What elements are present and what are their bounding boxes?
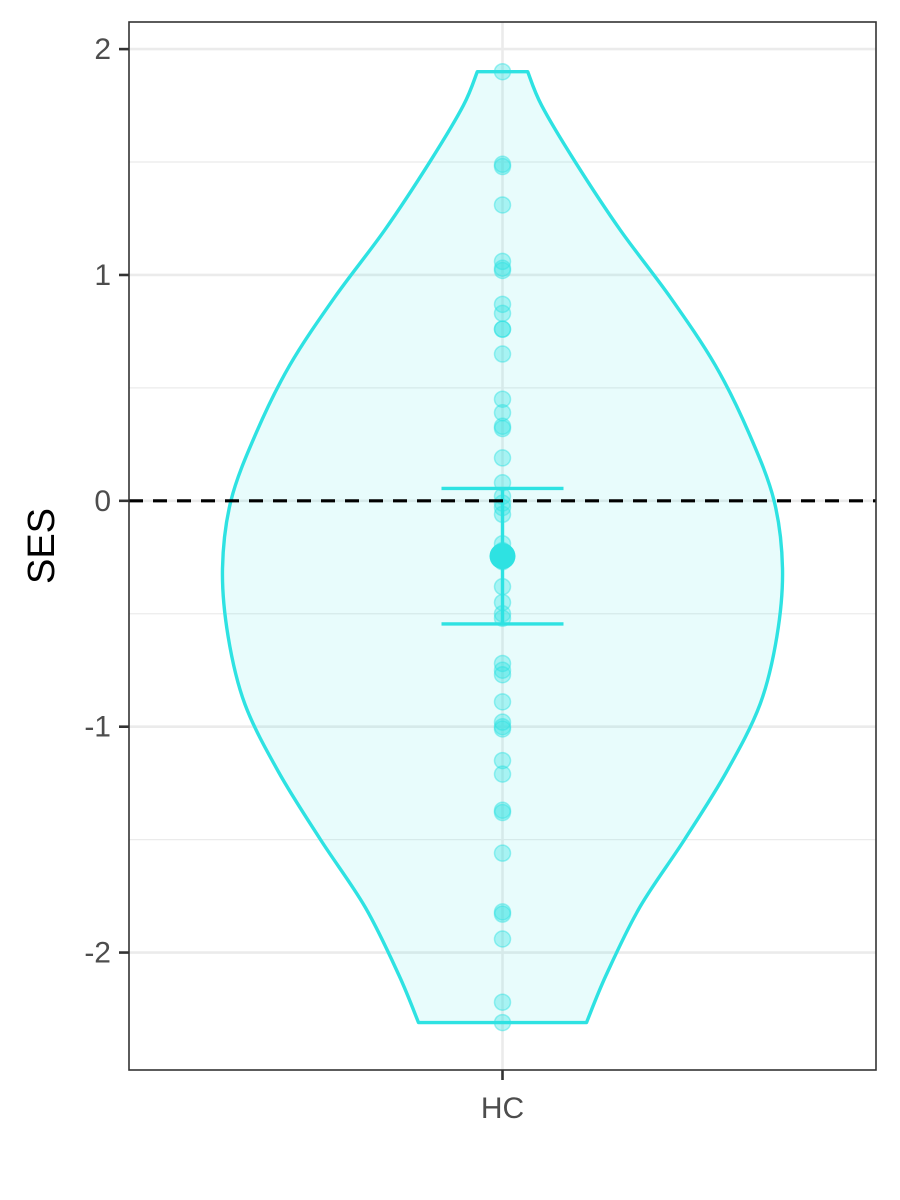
data-point xyxy=(493,720,512,738)
y-tick-label: 0 xyxy=(94,485,111,518)
data-point xyxy=(493,765,512,783)
data-point xyxy=(493,157,512,176)
data-point xyxy=(493,320,512,338)
y-tick-label: 1 xyxy=(94,259,111,292)
data-point xyxy=(493,320,512,338)
data-point xyxy=(493,417,512,436)
data-point xyxy=(493,905,512,923)
y-tick-label: -2 xyxy=(84,937,111,970)
data-point xyxy=(493,751,512,770)
data-point xyxy=(493,259,512,277)
y-axis-title: SES xyxy=(21,508,63,584)
data-point xyxy=(493,304,512,323)
mean-point xyxy=(489,543,516,570)
data-point xyxy=(493,930,512,948)
data-point xyxy=(493,261,512,280)
data-point xyxy=(493,717,512,736)
data-point xyxy=(493,801,512,820)
data-point xyxy=(493,654,512,673)
data-point xyxy=(493,993,512,1011)
x-tick-label: HC xyxy=(481,1092,524,1125)
axes: -2 -1 0 1 2 HC xyxy=(84,33,524,1125)
data-point xyxy=(493,803,512,822)
data-point xyxy=(493,844,512,862)
data-point xyxy=(493,252,512,271)
data-point xyxy=(493,295,512,314)
data-point xyxy=(493,155,512,174)
data-point xyxy=(493,903,512,921)
mean-ci-summary xyxy=(441,486,564,626)
data-point xyxy=(493,196,512,214)
data-point xyxy=(493,665,512,684)
data-point xyxy=(493,693,512,711)
data-point xyxy=(493,1013,512,1032)
data-point xyxy=(493,62,512,81)
data-point xyxy=(493,345,512,363)
data-point xyxy=(493,713,512,731)
data-point xyxy=(493,419,512,438)
data-point xyxy=(493,403,512,422)
data-point xyxy=(493,449,512,467)
y-tick-label: -1 xyxy=(84,711,111,744)
data-point xyxy=(493,661,512,679)
data-point xyxy=(493,390,512,408)
y-tick-label: 2 xyxy=(94,33,111,66)
data-points xyxy=(493,62,512,1032)
